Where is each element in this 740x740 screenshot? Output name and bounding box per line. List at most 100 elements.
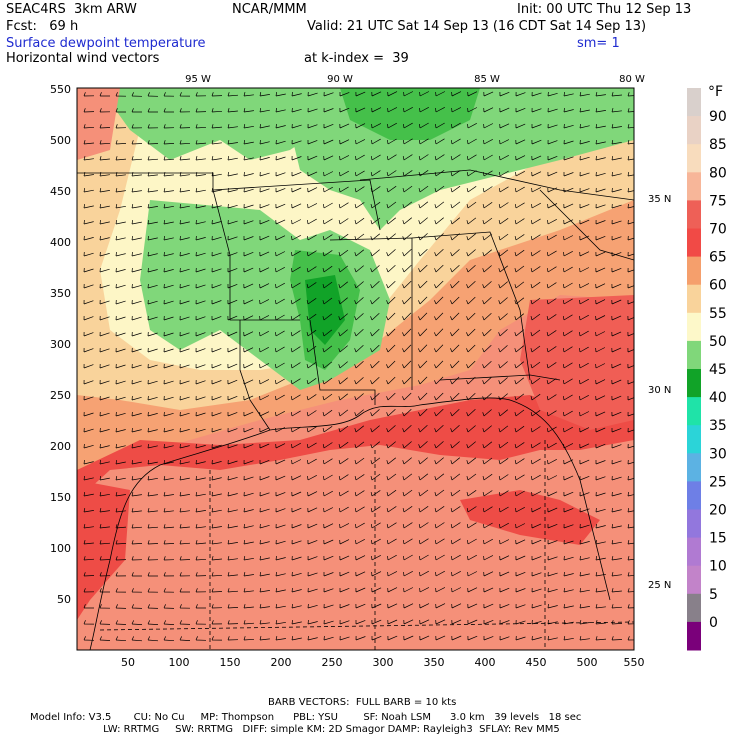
wind-barb [627,203,634,209]
wind-barb [627,92,634,97]
wind-barb [99,92,110,97]
boundary-fl [439,374,561,381]
wind-barb [147,427,158,433]
wind-barb [482,490,493,497]
wind-barb [323,107,334,113]
wind-barb [611,540,622,545]
wind-barb [291,203,302,209]
wind-barb [291,459,302,465]
wind-barb [83,604,94,609]
wind-barb [595,347,606,353]
wind-barb [547,507,558,513]
wind-barb [595,395,606,401]
wind-barb [291,475,302,481]
wind-barb [627,491,634,497]
wind-barb [579,346,589,353]
wind-barb [467,554,477,561]
wind-barb [131,188,142,193]
wind-barb [211,251,222,257]
wind-barb [115,315,126,321]
wind-barb [131,299,142,305]
wind-barb [611,267,622,273]
wind-barb [434,201,445,209]
wind-barb [354,474,365,481]
wind-barb [339,523,350,529]
wind-barb [227,443,238,449]
wind-barb [627,459,634,465]
wind-barb [147,524,159,529]
wind-barb [131,283,142,289]
wind-barb [354,329,364,337]
wind-barb [370,490,381,497]
y-tick-label: 500 [50,134,71,147]
wind-barb [595,523,606,529]
wind-barb [131,140,143,145]
wind-barb [595,427,606,433]
wind-barb [307,619,318,625]
wind-barb [531,155,542,161]
wind-barb [466,296,476,305]
wind-barb [627,331,634,337]
wind-barb [131,156,143,161]
wind-barb [611,299,622,305]
wind-barb [179,92,191,97]
wind-barb [547,442,557,449]
wind-barb [371,554,381,561]
x-tick-label: 250 [322,656,343,669]
wind-barb [243,540,254,545]
wind-barb [307,491,318,497]
wind-barb [418,538,429,545]
wind-barb [227,636,239,641]
wind-barb [514,377,525,385]
wind-barb [403,603,414,609]
wind-barb [627,315,634,321]
wind-barb [322,281,333,289]
wind-barb [386,360,396,369]
wind-barb [195,267,206,273]
red-coastal-band [77,395,634,500]
wind-barb [611,636,623,641]
wind-barb [99,588,110,593]
wind-barb [307,91,318,97]
wind-barb [83,395,94,401]
wind-barb [402,441,412,449]
wind-barb [419,91,430,97]
x-tick-label: 50 [121,656,135,669]
wind-barb [450,264,460,273]
wind-barb [179,251,190,257]
wind-barb [514,234,525,241]
wind-barb [530,266,541,273]
wind-barb [338,409,349,417]
wind-barb [195,108,207,113]
wind-barb [611,171,622,177]
wind-barb [370,201,381,209]
wind-barb [371,123,382,129]
wind-barb [466,522,477,529]
wind-barb [195,572,207,577]
wind-barb [355,107,366,113]
colorbar-tick-label: 15 [709,531,727,547]
wind-barb [434,249,444,257]
wind-barb [595,539,606,545]
colorbar-swatch [687,284,701,314]
wind-barb [131,204,142,209]
wind-barb [467,587,478,593]
wind-barb [370,217,381,225]
lon-label: 95 W [185,74,211,85]
wind-barb [595,299,606,305]
wind-barb [482,425,492,433]
wind-barb [291,491,302,497]
wind-barb [243,124,254,129]
wind-barb [387,635,398,641]
wind-barb [354,393,364,401]
wind-barb [211,140,222,145]
wind-barb [499,154,509,161]
wind-barb [243,363,254,369]
wind-barb [275,620,286,625]
wind-barb [579,539,590,545]
wind-barb [402,344,412,353]
wind-barb [115,379,126,385]
wind-barb [595,636,607,641]
colorbar-tick-label: 40 [709,390,727,406]
wind-barb [227,491,238,497]
